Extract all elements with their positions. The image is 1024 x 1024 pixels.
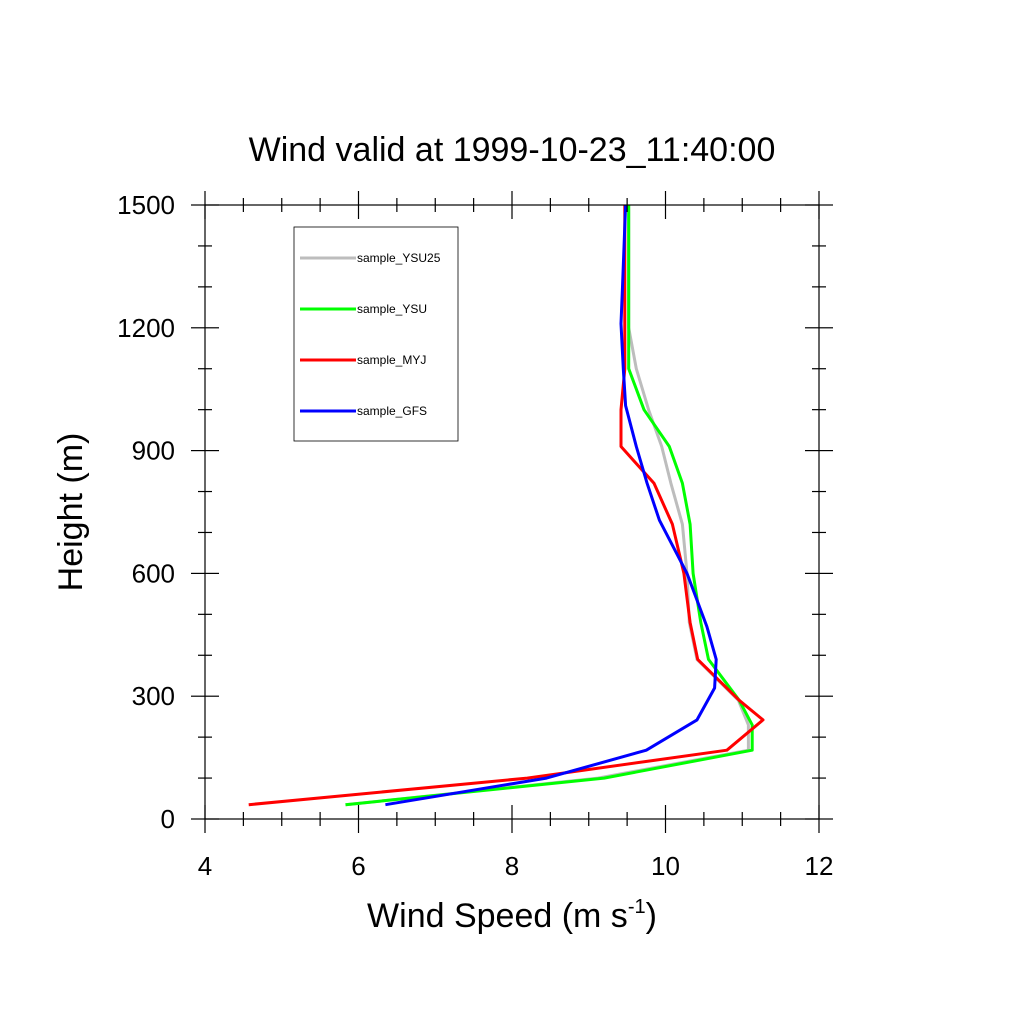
y-tick-label: 1200 xyxy=(117,313,175,343)
x-tick-label: 10 xyxy=(651,851,680,881)
x-tick-label: 12 xyxy=(805,851,834,881)
x-tick-label: 6 xyxy=(351,851,365,881)
y-tick-label: 300 xyxy=(132,681,175,711)
legend-label-sample_GFS: sample_GFS xyxy=(357,404,427,418)
y-tick-label: 900 xyxy=(132,436,175,466)
y-tick-label: 0 xyxy=(161,804,175,834)
x-axis-label-superscript: -1 xyxy=(628,896,646,918)
x-axis-label: Wind Speed (m s-1) xyxy=(367,896,657,935)
x-tick-labels: 4 6 8 10 12 xyxy=(198,851,834,881)
x-tick-label: 8 xyxy=(505,851,519,881)
chart-title: Wind valid at 1999-10-23_11:40:00 xyxy=(249,131,776,169)
legend: sample_YSU25 sample_YSU sample_MYJ sample_G… xyxy=(293,226,459,442)
series-line-sample_GFS xyxy=(385,204,718,807)
legend-box xyxy=(293,226,459,442)
axis-ticks xyxy=(191,191,833,833)
series-line-sample_YSU xyxy=(345,205,754,807)
y-tick-label: 1500 xyxy=(117,190,175,220)
legend-label-sample_MYJ: sample_MYJ xyxy=(357,353,426,367)
x-axis-label-main: Wind Speed (m s xyxy=(367,897,628,935)
series-line-sample_MYJ xyxy=(248,205,765,807)
y-tick-labels: 0 300 600 900 1200 1500 xyxy=(117,190,175,834)
legend-label-sample_YSU25: sample_YSU25 xyxy=(357,251,441,265)
x-tick-label: 4 xyxy=(198,851,212,881)
y-tick-label: 600 xyxy=(132,558,175,588)
x-axis-label-close: ) xyxy=(646,897,657,935)
series-line-sample_YSU25 xyxy=(345,205,750,807)
y-axis-label: Height (m) xyxy=(52,433,90,592)
series-lines xyxy=(248,204,765,807)
legend-label-sample_YSU: sample_YSU xyxy=(357,302,427,316)
